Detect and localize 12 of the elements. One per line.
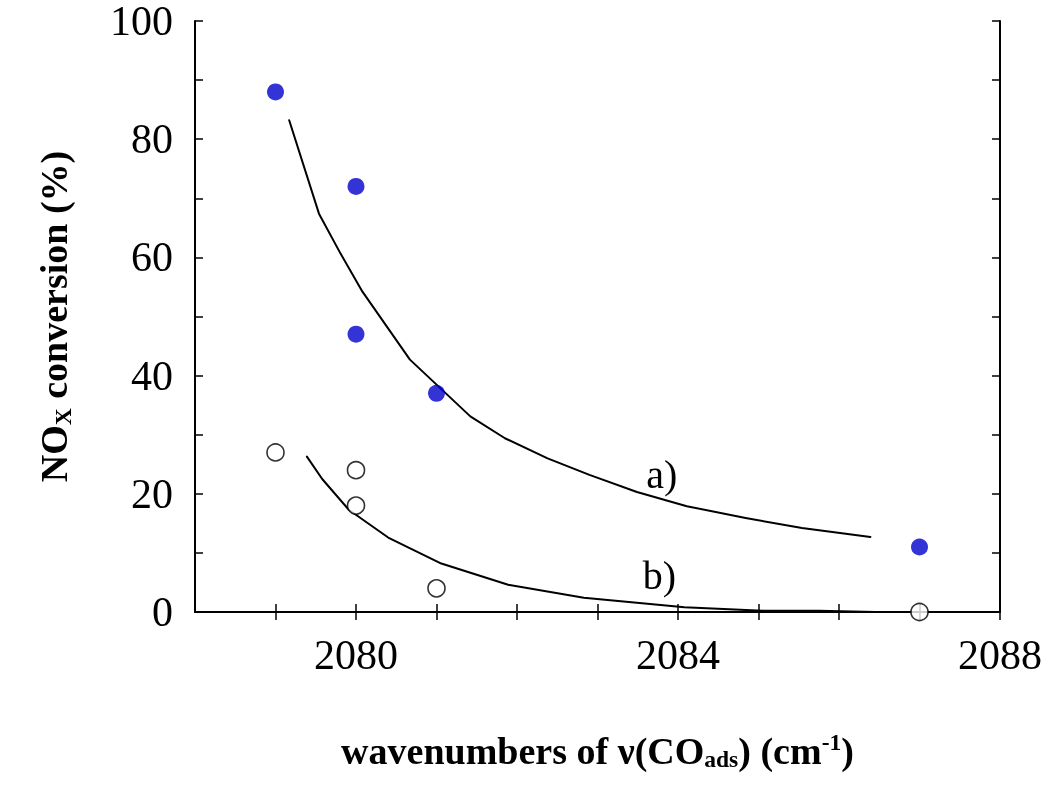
y-tick-label: 0 xyxy=(152,589,173,635)
x-tick-label: 2080 xyxy=(314,632,398,678)
annotation: a) xyxy=(646,451,678,497)
y-tick-label: 60 xyxy=(131,234,173,281)
y-tick-label: 80 xyxy=(131,116,173,163)
annotation: b) xyxy=(642,552,677,598)
x-tick-label: 2088 xyxy=(958,632,1042,678)
y-axis-title: NOX conversion (%) xyxy=(33,150,77,483)
x-tick-label: 2084 xyxy=(636,632,720,678)
y-tick-label: 20 xyxy=(131,470,173,517)
y-tick-label: 40 xyxy=(131,352,173,399)
y-tick-label: 100 xyxy=(110,0,173,44)
